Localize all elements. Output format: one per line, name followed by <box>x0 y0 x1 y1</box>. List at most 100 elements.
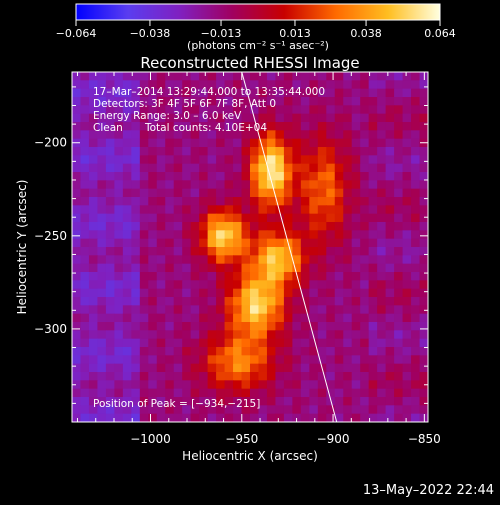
heatmap-cell <box>182 372 192 381</box>
heatmap-cell <box>300 97 310 106</box>
heatmap-cell <box>275 247 285 256</box>
heatmap-cell <box>258 297 268 306</box>
heatmap-cell <box>283 405 293 415</box>
heatmap-cell <box>283 113 293 123</box>
heatmap-cell <box>377 80 387 90</box>
heatmap-cell <box>216 80 226 90</box>
heatmap-cell <box>173 347 183 356</box>
heatmap-cell <box>402 313 412 323</box>
heatmap-cell <box>368 272 378 281</box>
heatmap-cell <box>216 405 226 415</box>
heatmap-cell <box>402 88 412 98</box>
heatmap-cell <box>292 172 302 181</box>
heatmap-cell <box>326 313 336 323</box>
heatmap-cell <box>131 247 141 256</box>
heatmap-cell <box>122 247 132 256</box>
heatmap-cell <box>266 80 277 90</box>
heatmap-cell <box>80 363 90 373</box>
heatmap-cell <box>402 380 412 390</box>
heatmap-cell <box>394 272 404 281</box>
heatmap-cell <box>241 130 251 140</box>
heatmap-cell <box>394 355 404 365</box>
heatmap-cell <box>72 213 82 223</box>
heatmap-cell <box>411 397 421 406</box>
heatmap-cell <box>80 230 90 240</box>
heatmap-cell <box>105 172 115 181</box>
heatmap-cell <box>156 397 166 406</box>
heatmap-cell <box>173 338 183 348</box>
heatmap-cell <box>148 97 158 106</box>
heatmap-cell <box>368 172 378 181</box>
heatmap-cell <box>360 405 370 415</box>
heatmap-cell <box>334 288 344 298</box>
heatmap-cell <box>72 280 82 290</box>
heatmap-cell <box>419 322 428 331</box>
heatmap-cell <box>419 338 428 348</box>
heatmap-cell <box>156 297 166 306</box>
heatmap-cell <box>114 372 124 381</box>
heatmap-cell <box>292 122 302 131</box>
heatmap-cell <box>131 138 141 148</box>
heatmap-cell <box>199 263 209 273</box>
heatmap-cell <box>216 155 226 165</box>
heatmap-cell <box>122 380 132 390</box>
heatmap-cell <box>72 305 82 315</box>
heatmap-cell <box>394 238 404 248</box>
heatmap-cell <box>343 147 353 156</box>
heatmap-cell <box>190 338 200 348</box>
heatmap-cell <box>411 330 421 340</box>
heatmap-cell <box>88 138 99 148</box>
heatmap-cell <box>122 413 132 422</box>
heatmap-cell <box>114 263 124 273</box>
heatmap-cell <box>385 322 395 331</box>
heatmap-cell <box>300 188 310 198</box>
heatmap-cell <box>182 380 192 390</box>
heatmap-cell <box>233 172 243 181</box>
heatmap-cell <box>326 372 336 381</box>
heatmap-cell <box>292 330 302 340</box>
heatmap-cell <box>360 230 370 240</box>
heatmap-cell <box>72 155 82 165</box>
heatmap-cell <box>258 330 268 340</box>
heatmap-cell <box>309 355 319 365</box>
heatmap-cell <box>131 363 141 373</box>
heatmap-cell <box>72 80 82 90</box>
heatmap-cell <box>258 130 268 140</box>
heatmap-cell <box>402 322 412 331</box>
heatmap-cell <box>190 213 200 223</box>
heatmap-cell <box>351 397 361 406</box>
heatmap-cell <box>300 80 310 90</box>
colorbar-tick-label: 0.038 <box>350 27 382 40</box>
heatmap-cell <box>275 280 285 290</box>
heatmap-cell <box>266 372 277 381</box>
heatmap-cell <box>80 105 90 115</box>
heatmap-cell <box>275 172 285 181</box>
heatmap-cell <box>385 163 395 173</box>
heatmap-cell <box>334 363 344 373</box>
heatmap-cell <box>190 397 200 406</box>
heatmap-cell <box>317 97 327 106</box>
heatmap-cell <box>165 355 175 365</box>
heatmap-cell <box>207 222 217 231</box>
heatmap-cell <box>250 297 260 306</box>
heatmap-cell <box>377 188 387 198</box>
heatmap-cell <box>250 230 260 240</box>
heatmap-cell <box>292 147 302 156</box>
heatmap-cell <box>360 330 370 340</box>
heatmap-cell <box>411 313 421 323</box>
heatmap-cell <box>216 105 226 115</box>
heatmap-cell <box>326 247 336 256</box>
heatmap-cell <box>266 88 277 98</box>
heatmap-cell <box>105 363 115 373</box>
heatmap-cell <box>165 147 175 156</box>
heatmap-cell <box>292 97 302 106</box>
heatmap-cell <box>114 305 124 315</box>
heatmap-cell <box>326 280 336 290</box>
heatmap-cell <box>283 388 293 398</box>
heatmap-cell <box>156 138 166 148</box>
heatmap-cell <box>165 188 175 198</box>
heatmap-cell <box>233 180 243 190</box>
heatmap-cell <box>148 405 158 415</box>
heatmap-cell <box>334 130 344 140</box>
heatmap-cell <box>122 388 132 398</box>
